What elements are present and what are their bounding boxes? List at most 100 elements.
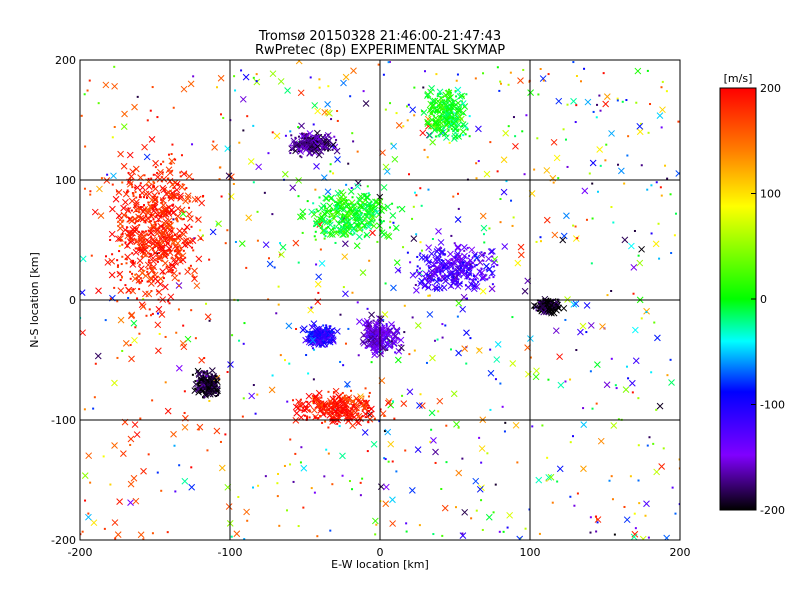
data-point-dot	[208, 258, 211, 261]
data-point-dot	[151, 532, 154, 535]
data-point-cross	[132, 249, 140, 256]
data-point-dot	[319, 334, 322, 337]
data-point-cross	[153, 225, 161, 233]
data-point-dot	[426, 256, 429, 259]
data-point-dot	[468, 135, 471, 138]
data-point-dot	[352, 409, 355, 412]
data-point-cross	[329, 336, 337, 343]
data-point-cross	[327, 195, 335, 202]
data-point-dot	[395, 470, 398, 473]
data-point-dot	[326, 329, 329, 332]
data-point-dot	[135, 196, 138, 199]
data-point-dot	[369, 205, 372, 208]
data-point-dot	[158, 332, 161, 335]
data-point-cross	[309, 337, 317, 344]
data-point-dot	[650, 371, 653, 374]
data-point-cross	[459, 109, 467, 117]
data-point-dot	[138, 224, 141, 227]
data-point-cross	[140, 467, 147, 475]
data-point-dot	[125, 191, 128, 194]
data-point-cross	[572, 300, 580, 308]
data-point-dot	[337, 404, 340, 407]
data-point-dot	[333, 224, 336, 227]
data-point-cross	[368, 405, 375, 413]
data-point-cross	[475, 125, 482, 133]
data-point-dot	[449, 271, 452, 274]
data-point-dot	[355, 212, 358, 215]
data-point-dot	[326, 409, 329, 412]
data-point-dot	[154, 224, 157, 227]
data-point-dot	[605, 143, 608, 146]
data-point-dot	[348, 207, 351, 210]
data-point-dot	[208, 399, 211, 402]
data-point-dot	[359, 212, 362, 215]
data-point-dot	[354, 228, 357, 231]
data-point-cross	[357, 192, 364, 200]
data-point-dot	[276, 482, 279, 485]
colorbar-tick-label: -100	[760, 399, 785, 412]
data-point-dot	[531, 425, 534, 428]
data-point-dot	[283, 464, 286, 467]
data-point-dot	[308, 331, 311, 334]
data-point-dot	[158, 240, 161, 243]
data-point-cross	[181, 227, 188, 235]
data-point-cross	[185, 210, 193, 218]
data-point-dot	[621, 100, 624, 103]
data-point-dot	[173, 238, 176, 241]
data-point-dot	[477, 160, 480, 163]
data-point-dot	[214, 391, 217, 394]
data-point-cross	[389, 212, 397, 219]
data-point-cross	[459, 128, 467, 135]
data-point-dot	[433, 278, 436, 281]
data-point-dot	[439, 100, 442, 103]
data-point-cross	[521, 287, 529, 295]
data-point-cross	[394, 356, 402, 364]
data-point-dot	[176, 237, 179, 240]
data-point-cross	[438, 249, 446, 257]
data-point-cross	[517, 77, 524, 84]
data-point-cross	[480, 224, 488, 232]
data-point-dot	[318, 414, 321, 417]
data-point-cross	[478, 251, 486, 259]
data-point-cross	[141, 143, 148, 151]
data-point-dot	[335, 402, 338, 405]
data-point-dot	[380, 341, 383, 344]
data-point-dot	[216, 86, 219, 89]
data-point-dot	[217, 392, 220, 395]
data-point-dot	[595, 530, 598, 533]
data-point-dot	[142, 243, 145, 246]
data-point-cross	[134, 184, 141, 191]
data-point-cross	[132, 497, 140, 505]
data-point-dot	[328, 215, 331, 218]
data-point-dot	[413, 272, 416, 275]
data-point-dot	[338, 232, 341, 235]
data-point-dot	[243, 538, 246, 540]
data-point-dot	[131, 272, 134, 275]
data-point-dot	[442, 253, 445, 256]
data-point-dot	[422, 86, 425, 89]
data-point-dot	[334, 204, 337, 207]
data-point-cross	[161, 283, 169, 291]
data-point-dot	[242, 342, 245, 345]
data-point-cross	[380, 184, 388, 191]
data-point-dot	[455, 95, 458, 98]
data-point-dot	[263, 191, 266, 194]
data-point-dot	[132, 192, 135, 195]
data-point-dot	[252, 124, 255, 127]
data-point-dot	[441, 263, 444, 266]
data-point-dot	[299, 155, 302, 158]
data-point-dot	[610, 289, 613, 292]
data-point-cross	[130, 474, 138, 482]
data-point-dot	[167, 153, 170, 156]
data-point-dot	[547, 73, 550, 76]
data-point-dot	[455, 79, 458, 82]
data-point-dot	[328, 402, 331, 405]
data-point-dot	[322, 136, 325, 139]
data-point-cross	[533, 367, 540, 375]
data-point-dot	[444, 324, 447, 327]
data-point-dot	[89, 481, 92, 484]
data-point-cross	[551, 231, 559, 239]
data-point-dot	[130, 209, 133, 212]
data-point-dot	[391, 342, 394, 345]
data-point-cross	[440, 284, 448, 291]
